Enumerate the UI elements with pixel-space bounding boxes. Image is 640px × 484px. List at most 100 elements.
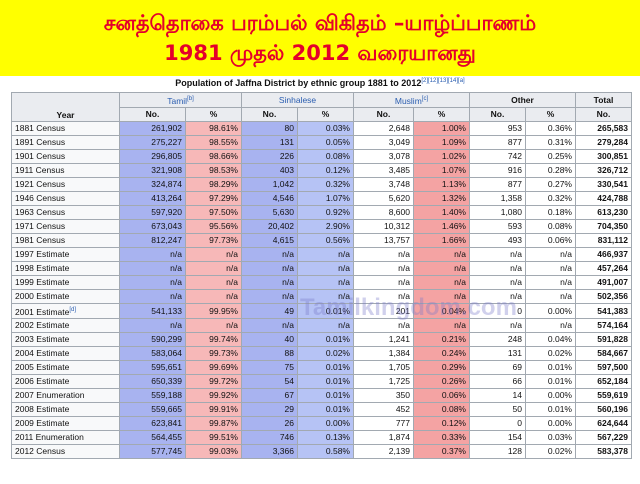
total-cell: 541,383 bbox=[575, 302, 632, 319]
year-cell: 1881 Census bbox=[11, 120, 120, 136]
other-no-cell: 14 bbox=[469, 387, 526, 403]
year-cell: 2008 Estimate bbox=[11, 401, 120, 417]
other-no-cell: n/a bbox=[469, 317, 526, 333]
total-cell: 265,583 bbox=[575, 120, 632, 136]
table-row: 2011 Enumeration 564,455 99.51% 746 0.13% 1,8… bbox=[11, 429, 632, 445]
year-cell: 1901 Census bbox=[11, 148, 120, 164]
other-pct-cell: 0.00% bbox=[525, 387, 576, 403]
table-row: 1999 Estimate n/a n/a n/a n/a n/a n/a n/a n/a 491… bbox=[11, 274, 632, 290]
caption-refs-link[interactable]: [2][12][13][14][a] bbox=[421, 78, 465, 84]
header-muslim-ref[interactable]: [c] bbox=[421, 96, 429, 102]
table-row: 2003 Estimate 590,299 99.74% 40 0.01% 1,241 0.… bbox=[11, 331, 632, 347]
tamil-pct-cell: 97.29% bbox=[185, 190, 242, 206]
muslim-no-cell: 201 bbox=[353, 302, 414, 319]
other-pct-cell: 0.28% bbox=[525, 162, 576, 178]
tamil-no-cell: 650,339 bbox=[119, 373, 186, 389]
muslim-no-cell: 1,874 bbox=[353, 429, 414, 445]
total-cell: 300,851 bbox=[575, 148, 632, 164]
tamil-no-cell: 321,908 bbox=[119, 162, 186, 178]
tamil-no-cell: 413,264 bbox=[119, 190, 186, 206]
year-label: 1891 Census bbox=[15, 137, 66, 148]
other-pct-cell: 0.01% bbox=[525, 401, 576, 417]
tamil-no-cell: 623,841 bbox=[119, 415, 186, 431]
sinhalese-no-cell: 67 bbox=[241, 387, 298, 403]
year-cell: 2003 Estimate bbox=[11, 331, 120, 347]
subheader-tamil-pct[interactable]: % bbox=[185, 106, 242, 122]
header-year[interactable]: Year bbox=[11, 92, 120, 122]
muslim-no-cell: 3,748 bbox=[353, 176, 414, 192]
muslim-pct-cell: 1.00% bbox=[413, 120, 470, 136]
header-sinhalese[interactable]: Sinhalese bbox=[241, 92, 354, 108]
sinhalese-pct-cell: 0.58% bbox=[297, 443, 354, 459]
muslim-pct-cell: 0.04% bbox=[413, 302, 470, 319]
year-label: 2006 Estimate bbox=[15, 376, 70, 387]
other-no-cell: n/a bbox=[469, 288, 526, 304]
tamil-pct-cell: 99.91% bbox=[185, 401, 242, 417]
sinhalese-no-cell: 49 bbox=[241, 302, 298, 319]
year-ref-link[interactable]: [d] bbox=[69, 306, 77, 313]
total-cell: 502,356 bbox=[575, 288, 632, 304]
subheader-other-no[interactable]: No. bbox=[469, 106, 526, 122]
sinhalese-pct-cell: 0.01% bbox=[297, 401, 354, 417]
table-row: 1911 Census 321,908 98.53% 403 0.12% 3,485 1.0… bbox=[11, 162, 632, 178]
sinhalese-no-cell: 3,366 bbox=[241, 443, 298, 459]
header-muslim-label[interactable]: Muslim bbox=[394, 95, 422, 106]
sinhalese-no-cell: 1,042 bbox=[241, 176, 298, 192]
header-tamil-label[interactable]: Tamil bbox=[167, 95, 188, 106]
other-no-cell: 593 bbox=[469, 218, 526, 234]
subheader-sinhalese-no[interactable]: No. bbox=[241, 106, 298, 122]
tamil-pct-cell: 99.87% bbox=[185, 415, 242, 431]
table-row: 2002 Estimate n/a n/a n/a n/a n/a n/a n/a n/a 574… bbox=[11, 317, 632, 333]
subheader-tamil-no[interactable]: No. bbox=[119, 106, 186, 122]
total-cell: 652,184 bbox=[575, 373, 632, 389]
tamil-pct-cell: 99.51% bbox=[185, 429, 242, 445]
subheader-muslim-pct[interactable]: % bbox=[413, 106, 470, 122]
muslim-pct-cell: 0.33% bbox=[413, 429, 470, 445]
header-tamil[interactable]: Tamil[b] bbox=[119, 92, 242, 108]
year-label: 2005 Estimate bbox=[15, 362, 70, 373]
other-pct-cell: 0.03% bbox=[525, 429, 576, 445]
other-no-cell: 248 bbox=[469, 331, 526, 347]
tamil-pct-cell: n/a bbox=[185, 288, 242, 304]
muslim-pct-cell: 0.24% bbox=[413, 345, 470, 361]
subheader-other-pct[interactable]: % bbox=[525, 106, 576, 122]
subheader-total-no[interactable]: No. bbox=[575, 106, 632, 122]
table-row: 2001 Estimate[d] 541,133 99.95% 49 0.01% 201 0… bbox=[11, 302, 632, 319]
table-row: 1921 Census 324,874 98.29% 1,042 0.32% 3,748 1… bbox=[11, 176, 632, 192]
muslim-no-cell: 5,620 bbox=[353, 190, 414, 206]
table-row: 2000 Estimate n/a n/a n/a n/a n/a n/a n/a n/a 502… bbox=[11, 288, 632, 304]
other-pct-cell: 0.02% bbox=[525, 345, 576, 361]
sinhalese-pct-cell: n/a bbox=[297, 246, 354, 262]
other-no-cell: 493 bbox=[469, 232, 526, 248]
header-muslim[interactable]: Muslim[c] bbox=[353, 92, 470, 108]
sinhalese-pct-cell: 0.08% bbox=[297, 148, 354, 164]
subheader-sinhalese-pct[interactable]: % bbox=[297, 106, 354, 122]
total-cell: 560,196 bbox=[575, 401, 632, 417]
muslim-no-cell: 777 bbox=[353, 415, 414, 431]
sinhalese-pct-cell: n/a bbox=[297, 288, 354, 304]
year-label: 2008 Estimate bbox=[15, 404, 70, 415]
sinhalese-no-cell: 75 bbox=[241, 359, 298, 375]
other-pct-cell: 0.00% bbox=[525, 415, 576, 431]
muslim-no-cell: n/a bbox=[353, 246, 414, 262]
muslim-pct-cell: 1.46% bbox=[413, 218, 470, 234]
year-label: 2009 Estimate bbox=[15, 418, 70, 429]
header-tamil-ref[interactable]: [b] bbox=[187, 96, 194, 102]
year-label: 1981 Census bbox=[15, 235, 66, 246]
year-label: 1946 Census bbox=[15, 193, 66, 204]
sinhalese-pct-cell: 0.02% bbox=[297, 345, 354, 361]
sinhalese-no-cell: 403 bbox=[241, 162, 298, 178]
year-cell: 2001 Estimate[d] bbox=[11, 302, 120, 319]
year-label: 1997 Estimate bbox=[15, 249, 70, 260]
other-pct-cell: 0.01% bbox=[525, 373, 576, 389]
tamil-pct-cell: n/a bbox=[185, 274, 242, 290]
year-cell: 1971 Census bbox=[11, 218, 120, 234]
other-no-cell: n/a bbox=[469, 246, 526, 262]
tamil-pct-cell: 99.72% bbox=[185, 373, 242, 389]
year-cell: 2012 Census bbox=[11, 443, 120, 459]
other-no-cell: 128 bbox=[469, 443, 526, 459]
sinhalese-no-cell: 131 bbox=[241, 134, 298, 150]
year-cell: 2009 Estimate bbox=[11, 415, 120, 431]
tamil-pct-cell: 97.73% bbox=[185, 232, 242, 248]
subheader-muslim-no[interactable]: No. bbox=[353, 106, 414, 122]
